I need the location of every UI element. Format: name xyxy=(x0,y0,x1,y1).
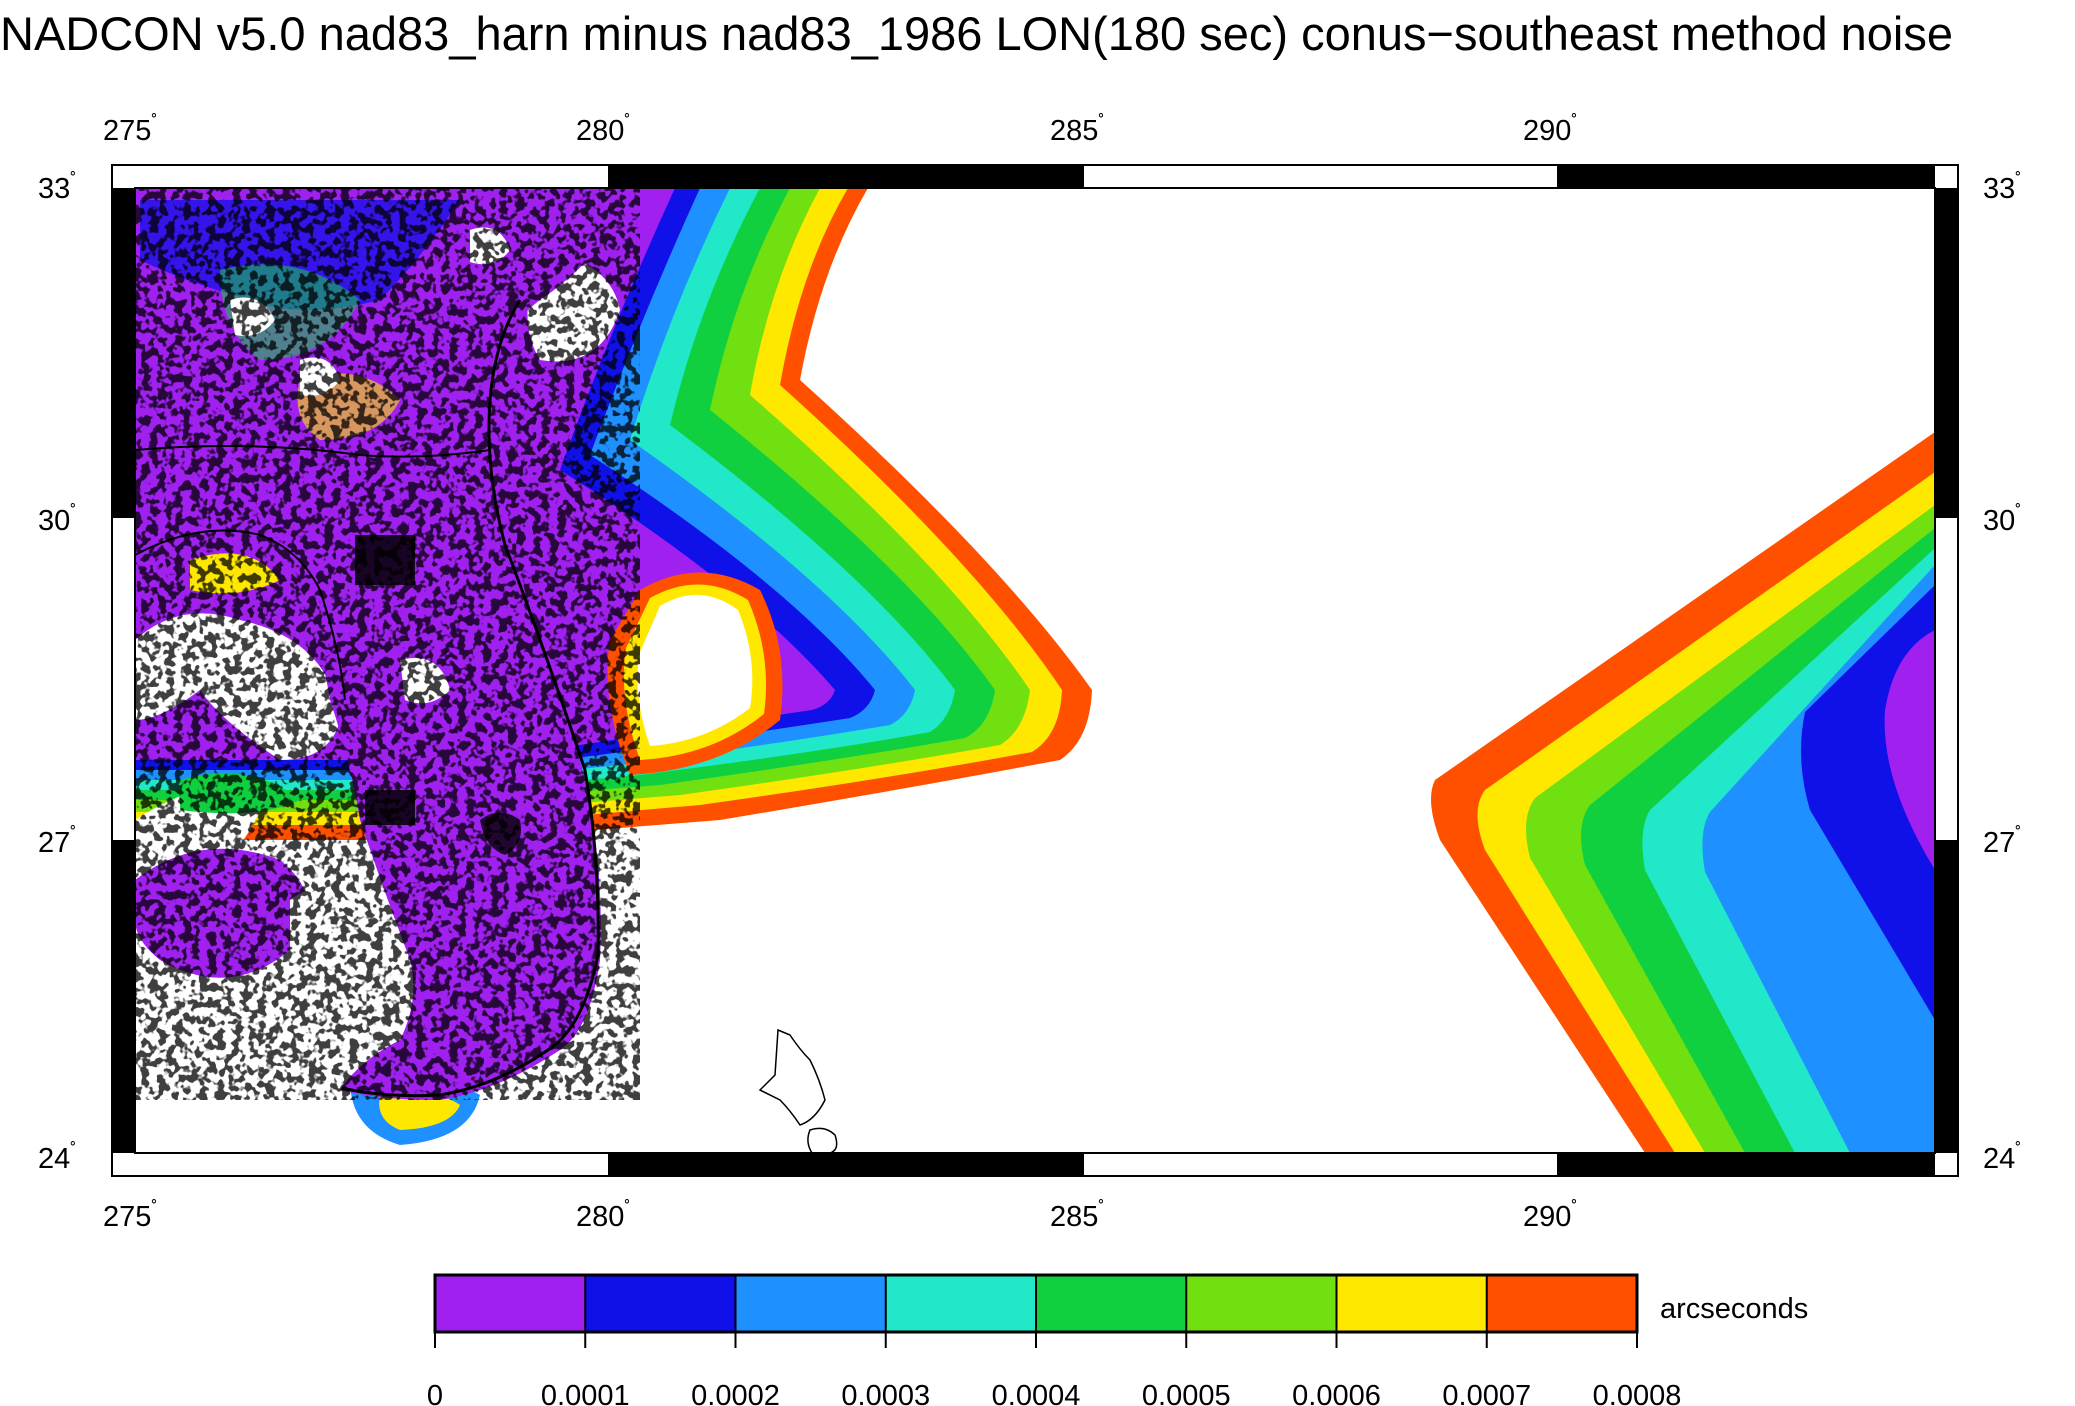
map-border xyxy=(111,164,1959,1177)
lat-tick-label: 24˚ xyxy=(38,1140,76,1175)
colorbar-swatch xyxy=(1186,1275,1337,1332)
lat-tick-label: 30˚ xyxy=(1983,502,2021,537)
lat-tick-label: 27˚ xyxy=(1983,824,2021,859)
colorbar-tick-label: 0.0004 xyxy=(992,1380,1081,1406)
gulf-yellow-streak xyxy=(190,553,280,594)
lon-tick-label: 285˚ xyxy=(1050,112,1104,147)
colorbar-swatch xyxy=(885,1275,1037,1332)
colorbar-swatch xyxy=(1486,1275,1638,1332)
lat-tick-label: 33˚ xyxy=(1983,170,2021,205)
colorbar-ticks: 0 0.0001 0.0002 0.0003 0.0004 0.0005 0.0006 0.0… xyxy=(427,1275,1681,1406)
bahamas-outline xyxy=(758,1028,826,1126)
gulf-white-area xyxy=(135,613,340,760)
noise-field xyxy=(135,188,1935,1153)
florida-land xyxy=(135,188,640,1100)
colorbar-tick-label: 0.0003 xyxy=(841,1380,930,1406)
lon-tick-label: 285˚ xyxy=(1050,1198,1104,1233)
station-points xyxy=(135,188,640,1100)
eastern-noise-bands xyxy=(1431,432,1935,1153)
lake-okeechobee xyxy=(480,812,521,855)
coastline xyxy=(341,299,600,1098)
lon-tick-label: 280˚ xyxy=(576,112,630,147)
colorbar-unit-label: arcseconds xyxy=(1660,1293,1808,1325)
colorbar-swatch xyxy=(1036,1275,1187,1332)
colorbar: 0 0.0001 0.0002 0.0003 0.0004 0.0005 0.0006 0.0… xyxy=(427,1273,1808,1406)
colorbar-tick-label: 0.0001 xyxy=(541,1380,630,1406)
lat-tick-label: 33˚ xyxy=(38,170,76,205)
lon-labels-top: 275˚ 280˚ 285˚ 290˚ xyxy=(103,112,1577,147)
plot-title: NADCON v5.0 nad83_harn minus nad83_1986 … xyxy=(0,7,1954,60)
colorbar-tick-label: 0 xyxy=(427,1380,443,1406)
band-0.0000 xyxy=(1884,630,1935,870)
gulf-green-streak xyxy=(180,773,300,814)
dense-block-1 xyxy=(355,535,415,585)
gulf-white-right xyxy=(290,887,368,982)
lon-tick-label: 280˚ xyxy=(576,1198,630,1233)
colorbar-tick-label: 0.0005 xyxy=(1142,1380,1231,1406)
colorbar-tick-label: 0.0007 xyxy=(1442,1380,1531,1406)
lon-tick-label: 275˚ xyxy=(103,112,157,147)
bahamas-white xyxy=(596,878,680,966)
dense-block-2 xyxy=(365,790,415,825)
lon-tick-label: 290˚ xyxy=(1523,112,1577,147)
keys-swirl-inner xyxy=(379,1091,460,1130)
lon-tick-label: 290˚ xyxy=(1523,1198,1577,1233)
colorbar-tick-label: 0.0002 xyxy=(691,1380,780,1406)
colorbar-swatch xyxy=(1336,1275,1488,1332)
lat-tick-label: 27˚ xyxy=(38,824,76,859)
gulf-purple-swirl xyxy=(135,848,308,978)
gulf-white-lower xyxy=(135,984,305,1120)
colorbar-swatch xyxy=(735,1275,887,1332)
loop-hole xyxy=(637,594,753,746)
gulf-white-area-2 xyxy=(135,787,260,905)
lat-labels-right: 33˚ 30˚ 27˚ 24˚ xyxy=(1983,170,2021,1175)
panhandle-coast xyxy=(135,529,346,701)
bahamas-outline-2 xyxy=(807,1127,838,1153)
colorbar-swatch xyxy=(585,1275,736,1332)
lat-labels-left: 33˚ 30˚ 27˚ 24˚ xyxy=(38,170,76,1175)
colorbar-tick-label: 0.0008 xyxy=(1593,1380,1682,1406)
lat-tick-label: 24˚ xyxy=(1983,1140,2021,1175)
colorbar-swatches xyxy=(435,1275,1638,1332)
lat-tick-label: 30˚ xyxy=(38,502,76,537)
lon-tick-label: 275˚ xyxy=(103,1198,157,1233)
colorbar-swatch xyxy=(435,1275,586,1332)
colorbar-tick-label: 0.0006 xyxy=(1292,1380,1381,1406)
lon-labels-bottom: 275˚ 280˚ 285˚ 290˚ xyxy=(103,1198,1577,1233)
gulf-noise-bands xyxy=(135,553,680,1145)
state-border xyxy=(135,445,491,458)
